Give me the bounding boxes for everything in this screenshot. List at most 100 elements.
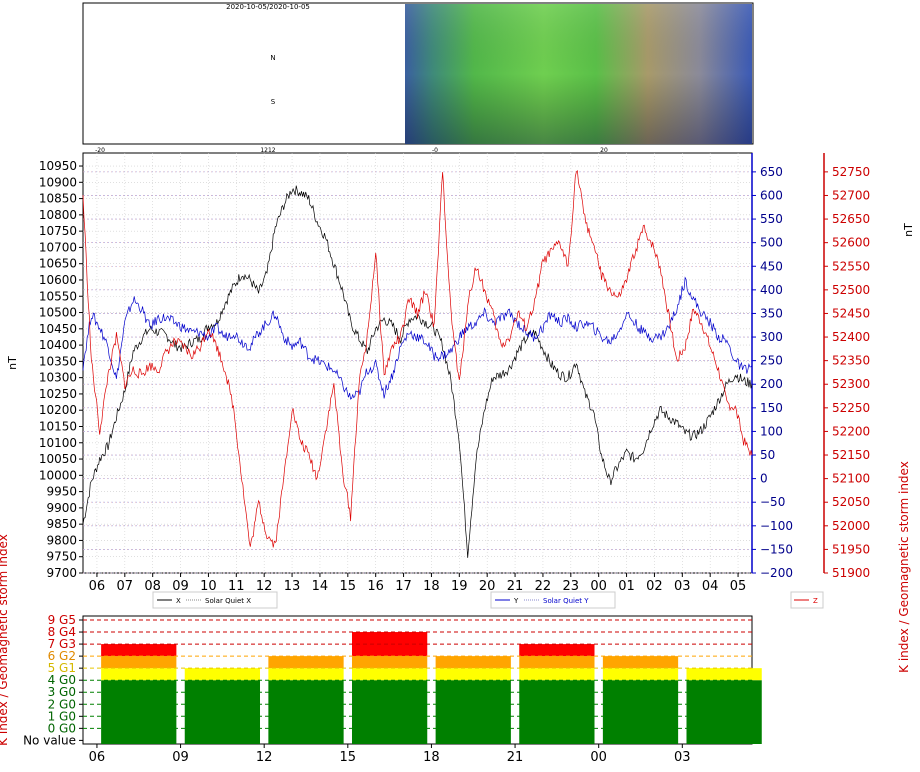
k-index-bar-orange [602, 656, 679, 669]
k-index-axis-label-right: K index / Geomagnetic storm index [897, 461, 911, 673]
k-index-x-tick-label: 21 [507, 750, 524, 765]
k-index-x-tick-label: 18 [423, 750, 440, 765]
series-lines [82, 170, 753, 558]
left-axis-tick-label: 10250 [39, 387, 77, 401]
right-axis-tick-label: 52600 [832, 236, 870, 250]
k-index-x-tick-label: 06 [89, 750, 106, 765]
k-index-bar-yellow [268, 668, 344, 681]
mid-axis-tick-label: 600 [760, 188, 783, 202]
mid-axis-tick-label: 300 [760, 330, 783, 344]
right-axis-tick-label: 51950 [832, 542, 870, 556]
k-index-bar-yellow [351, 668, 428, 681]
mid-axis-tick-label: 500 [760, 236, 783, 250]
k-index-bar-yellow [686, 668, 762, 681]
left-axis-tick-label: 10800 [39, 208, 77, 222]
mid-axis-tick-label: 450 [760, 259, 783, 273]
x-axis-tick-label: 15 [340, 579, 357, 594]
left-axis-tick-label: 10850 [39, 192, 77, 206]
k-index-y-tick-label: 3 G0 [48, 685, 76, 699]
keogram-right-label-1: -0 [432, 147, 438, 154]
left-axis-tick-label: 9950 [46, 485, 77, 499]
left-axis-tick-label: 10300 [39, 371, 77, 385]
left-axis-tick-label: 10550 [39, 289, 77, 303]
left-axis-tick-label: 9700 [46, 566, 77, 580]
x-axis-tick-label: 08 [144, 579, 161, 594]
grid-lines [83, 153, 752, 574]
keogram-shade [405, 4, 752, 144]
legend-x-box [152, 591, 278, 609]
mid-axis-tick-label: 50 [760, 448, 775, 462]
left-axis-tick-label: 10100 [39, 436, 77, 450]
right-axis-tick-label: 52400 [832, 330, 870, 344]
k-index-y-tick-label: 2 G0 [48, 697, 76, 711]
right-axis-tick-label: 52500 [832, 283, 870, 297]
k-index-bars [101, 632, 762, 744]
mid-axis-tick-label: −100 [760, 519, 793, 533]
x-axis-tick-label: 01 [618, 579, 635, 594]
left-axis-tick-label: 10900 [39, 175, 77, 189]
left-axis-tick-label: 10150 [39, 419, 77, 433]
x-axis-tick-label: 18 [423, 579, 440, 594]
mid-axis-tick-label: −150 [760, 542, 793, 556]
left-axis-tick-label: 10400 [39, 338, 77, 352]
x-axis-tick-label: 05 [730, 579, 747, 594]
k-index-bar-green [101, 680, 177, 744]
legend-y-label: Y [513, 597, 519, 605]
k-index-bar-orange [351, 656, 428, 669]
right-axis-label: nT [902, 223, 915, 237]
left-axis-tick-label: 10600 [39, 273, 77, 287]
left-axis-tick-label: 9750 [46, 550, 77, 564]
left-axis-tick-label: 10350 [39, 354, 77, 368]
left-axis-tick-label: 9850 [46, 517, 77, 531]
left-axis-tick-label: 10700 [39, 240, 77, 254]
k-index-y-tick-label: 6 G2 [48, 649, 76, 663]
mid-axis-tick-label: 550 [760, 212, 783, 226]
mid-axis-tick-label: 350 [760, 306, 783, 320]
k-index-bar-yellow [602, 668, 679, 681]
k-index-bar-orange [435, 656, 511, 669]
right-axis-tick-label: 52000 [832, 519, 870, 533]
x-axis-tick-label: 17 [395, 579, 412, 594]
left-axis-tick-label: 10450 [39, 322, 77, 336]
k-index-y-tick-label: 8 G4 [48, 625, 76, 639]
keogram-right-label-2: 20 [600, 147, 608, 154]
legend-xq-label: Solar Quiet X [205, 597, 251, 605]
mid-axis-tick-label: 0 [760, 472, 768, 486]
x-axis: 06 07 08 09 10 11 12 13 14 15 16 17 18 19 20 21 22 23 00 01… [89, 573, 747, 594]
k-index-bar-yellow [519, 668, 595, 681]
legend-x: X Solar Quiet X [152, 591, 278, 609]
right-axis-tick-label: 52150 [832, 448, 870, 462]
right-axis-tick-label: 52350 [832, 354, 870, 368]
keogram-south-label: S [271, 98, 276, 106]
legend-z-label: Z [813, 597, 818, 605]
right-axis: 51900 51950 52000 52050 52100 52150 52200 52250… [824, 165, 870, 580]
left-axis-tick-label: 10750 [39, 224, 77, 238]
x-axis-tick-label: 19 [451, 579, 468, 594]
k-index-bar-orange [268, 656, 344, 669]
left-axis-tick-label: 9800 [46, 533, 77, 547]
left-axis-tick-label: 10200 [39, 403, 77, 417]
legend-z: Z [790, 591, 824, 609]
k-index-x-axis: 06 09 12 15 18 21 00 03 [89, 744, 691, 765]
keogram-north-label: N [270, 54, 275, 62]
k-index-bar-green [602, 680, 679, 744]
keogram-left-label-1: -20 [95, 147, 105, 154]
k-index-x-tick-label: 00 [590, 750, 607, 765]
k-index-bar-green [351, 680, 428, 744]
k-index-y-tick-label: 7 G3 [48, 637, 76, 651]
left-axis-tick-label: 10650 [39, 257, 77, 271]
x-axis-tick-label: 12 [256, 579, 273, 594]
right-axis-tick-label: 51900 [832, 566, 870, 580]
left-axis-tick-label: 10500 [39, 306, 77, 320]
left-axis-label: nT [6, 356, 19, 370]
right-axis-tick-label: 52200 [832, 424, 870, 438]
legend-y: Y Solar Quiet Y [490, 591, 616, 609]
legend-x-label: X [176, 597, 181, 605]
legend-y-box [490, 591, 616, 609]
k-index-x-tick-label: 15 [340, 750, 357, 765]
right-axis-tick-label: 52550 [832, 259, 870, 273]
mid-axis-tick-label: 150 [760, 401, 783, 415]
